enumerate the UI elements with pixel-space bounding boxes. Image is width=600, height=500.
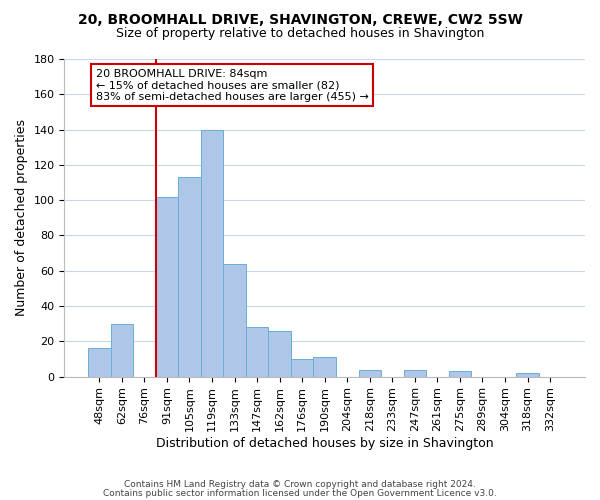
Bar — [359, 370, 381, 376]
Bar — [223, 264, 246, 376]
Bar — [110, 324, 133, 376]
X-axis label: Distribution of detached houses by size in Shavington: Distribution of detached houses by size … — [156, 437, 494, 450]
Bar — [155, 196, 178, 376]
Bar — [178, 177, 201, 376]
Bar — [88, 348, 110, 376]
Text: Contains public sector information licensed under the Open Government Licence v3: Contains public sector information licen… — [103, 488, 497, 498]
Bar — [404, 370, 426, 376]
Bar — [449, 372, 471, 376]
Y-axis label: Number of detached properties: Number of detached properties — [15, 120, 28, 316]
Text: Contains HM Land Registry data © Crown copyright and database right 2024.: Contains HM Land Registry data © Crown c… — [124, 480, 476, 489]
Bar — [268, 330, 291, 376]
Text: 20, BROOMHALL DRIVE, SHAVINGTON, CREWE, CW2 5SW: 20, BROOMHALL DRIVE, SHAVINGTON, CREWE, … — [77, 12, 523, 26]
Bar — [246, 327, 268, 376]
Text: Size of property relative to detached houses in Shavington: Size of property relative to detached ho… — [116, 28, 484, 40]
Bar — [313, 357, 336, 376]
Bar — [201, 130, 223, 376]
Text: 20 BROOMHALL DRIVE: 84sqm
← 15% of detached houses are smaller (82)
83% of semi-: 20 BROOMHALL DRIVE: 84sqm ← 15% of detac… — [95, 68, 368, 102]
Bar — [291, 359, 313, 376]
Bar — [516, 373, 539, 376]
